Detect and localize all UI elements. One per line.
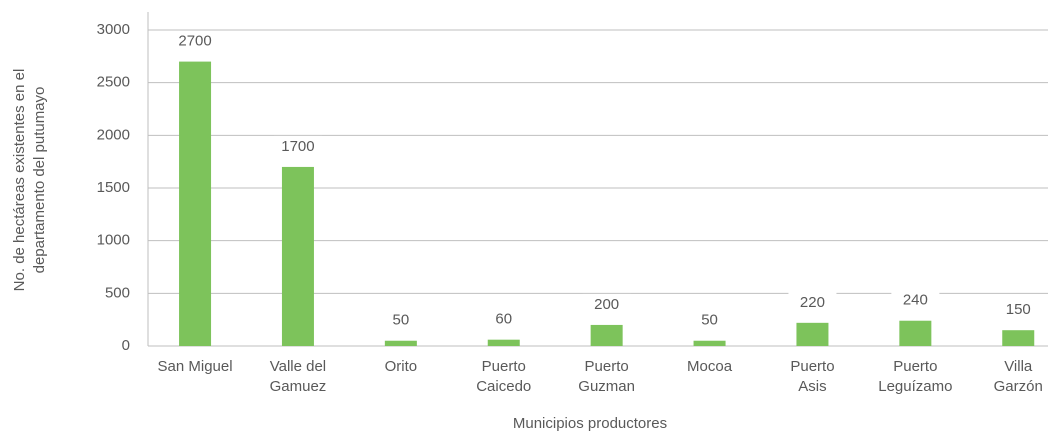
- data-label-bg: [171, 30, 220, 53]
- data-label-bg: [994, 299, 1043, 322]
- bar: [487, 339, 520, 346]
- data-label-bg: [582, 293, 631, 316]
- x-tick-label: Puerto Leguízamo: [878, 358, 952, 395]
- x-tick-label: Villa Garzón: [994, 358, 1043, 395]
- bar: [281, 166, 314, 346]
- data-label: 240: [903, 292, 928, 309]
- data-label: 50: [701, 312, 718, 329]
- data-label: 150: [1006, 301, 1031, 318]
- x-tick-label: Puerto Caicedo: [476, 358, 531, 395]
- x-tick-label: San Miguel: [158, 358, 233, 375]
- y-tick-label: 2500: [97, 74, 130, 91]
- data-label-bg: [376, 309, 425, 332]
- y-tick-label: 0: [122, 337, 130, 354]
- data-label-bg: [788, 291, 837, 314]
- data-label-bg: [479, 308, 528, 331]
- y-tick-label: 2000: [97, 126, 130, 143]
- data-label: 220: [800, 294, 825, 311]
- data-label: 2700: [178, 33, 211, 50]
- data-label: 60: [495, 311, 512, 328]
- y-axis-label: No. de hectáreas existentes en el departa…: [11, 69, 48, 292]
- y-tick-label: 1500: [97, 179, 130, 196]
- data-label-bg: [273, 135, 322, 158]
- x-tick-label: Valle del Gamuez: [270, 358, 327, 395]
- bar: [796, 322, 829, 346]
- x-tick-label: Puerto Asis: [790, 358, 834, 395]
- y-tick-label: 1000: [97, 232, 130, 249]
- y-tick-label: 500: [105, 284, 130, 301]
- y-tick-label: 3000: [97, 21, 130, 38]
- x-tick-label: Mocoa: [687, 358, 733, 375]
- bar: [384, 340, 417, 346]
- data-label: 1700: [281, 138, 314, 155]
- data-label: 50: [393, 312, 410, 329]
- data-label: 200: [594, 296, 619, 313]
- data-label-bg: [685, 309, 734, 332]
- x-tick-label: Orito: [385, 358, 418, 375]
- bar: [1002, 330, 1035, 346]
- x-axis-label: Municipios productores: [513, 415, 667, 432]
- x-tick-label: Puerto Guzman: [578, 358, 635, 395]
- bar: [899, 320, 932, 346]
- bar: [590, 324, 623, 346]
- data-label-bg: [891, 289, 940, 312]
- bar: [179, 61, 212, 346]
- bar: [693, 340, 726, 346]
